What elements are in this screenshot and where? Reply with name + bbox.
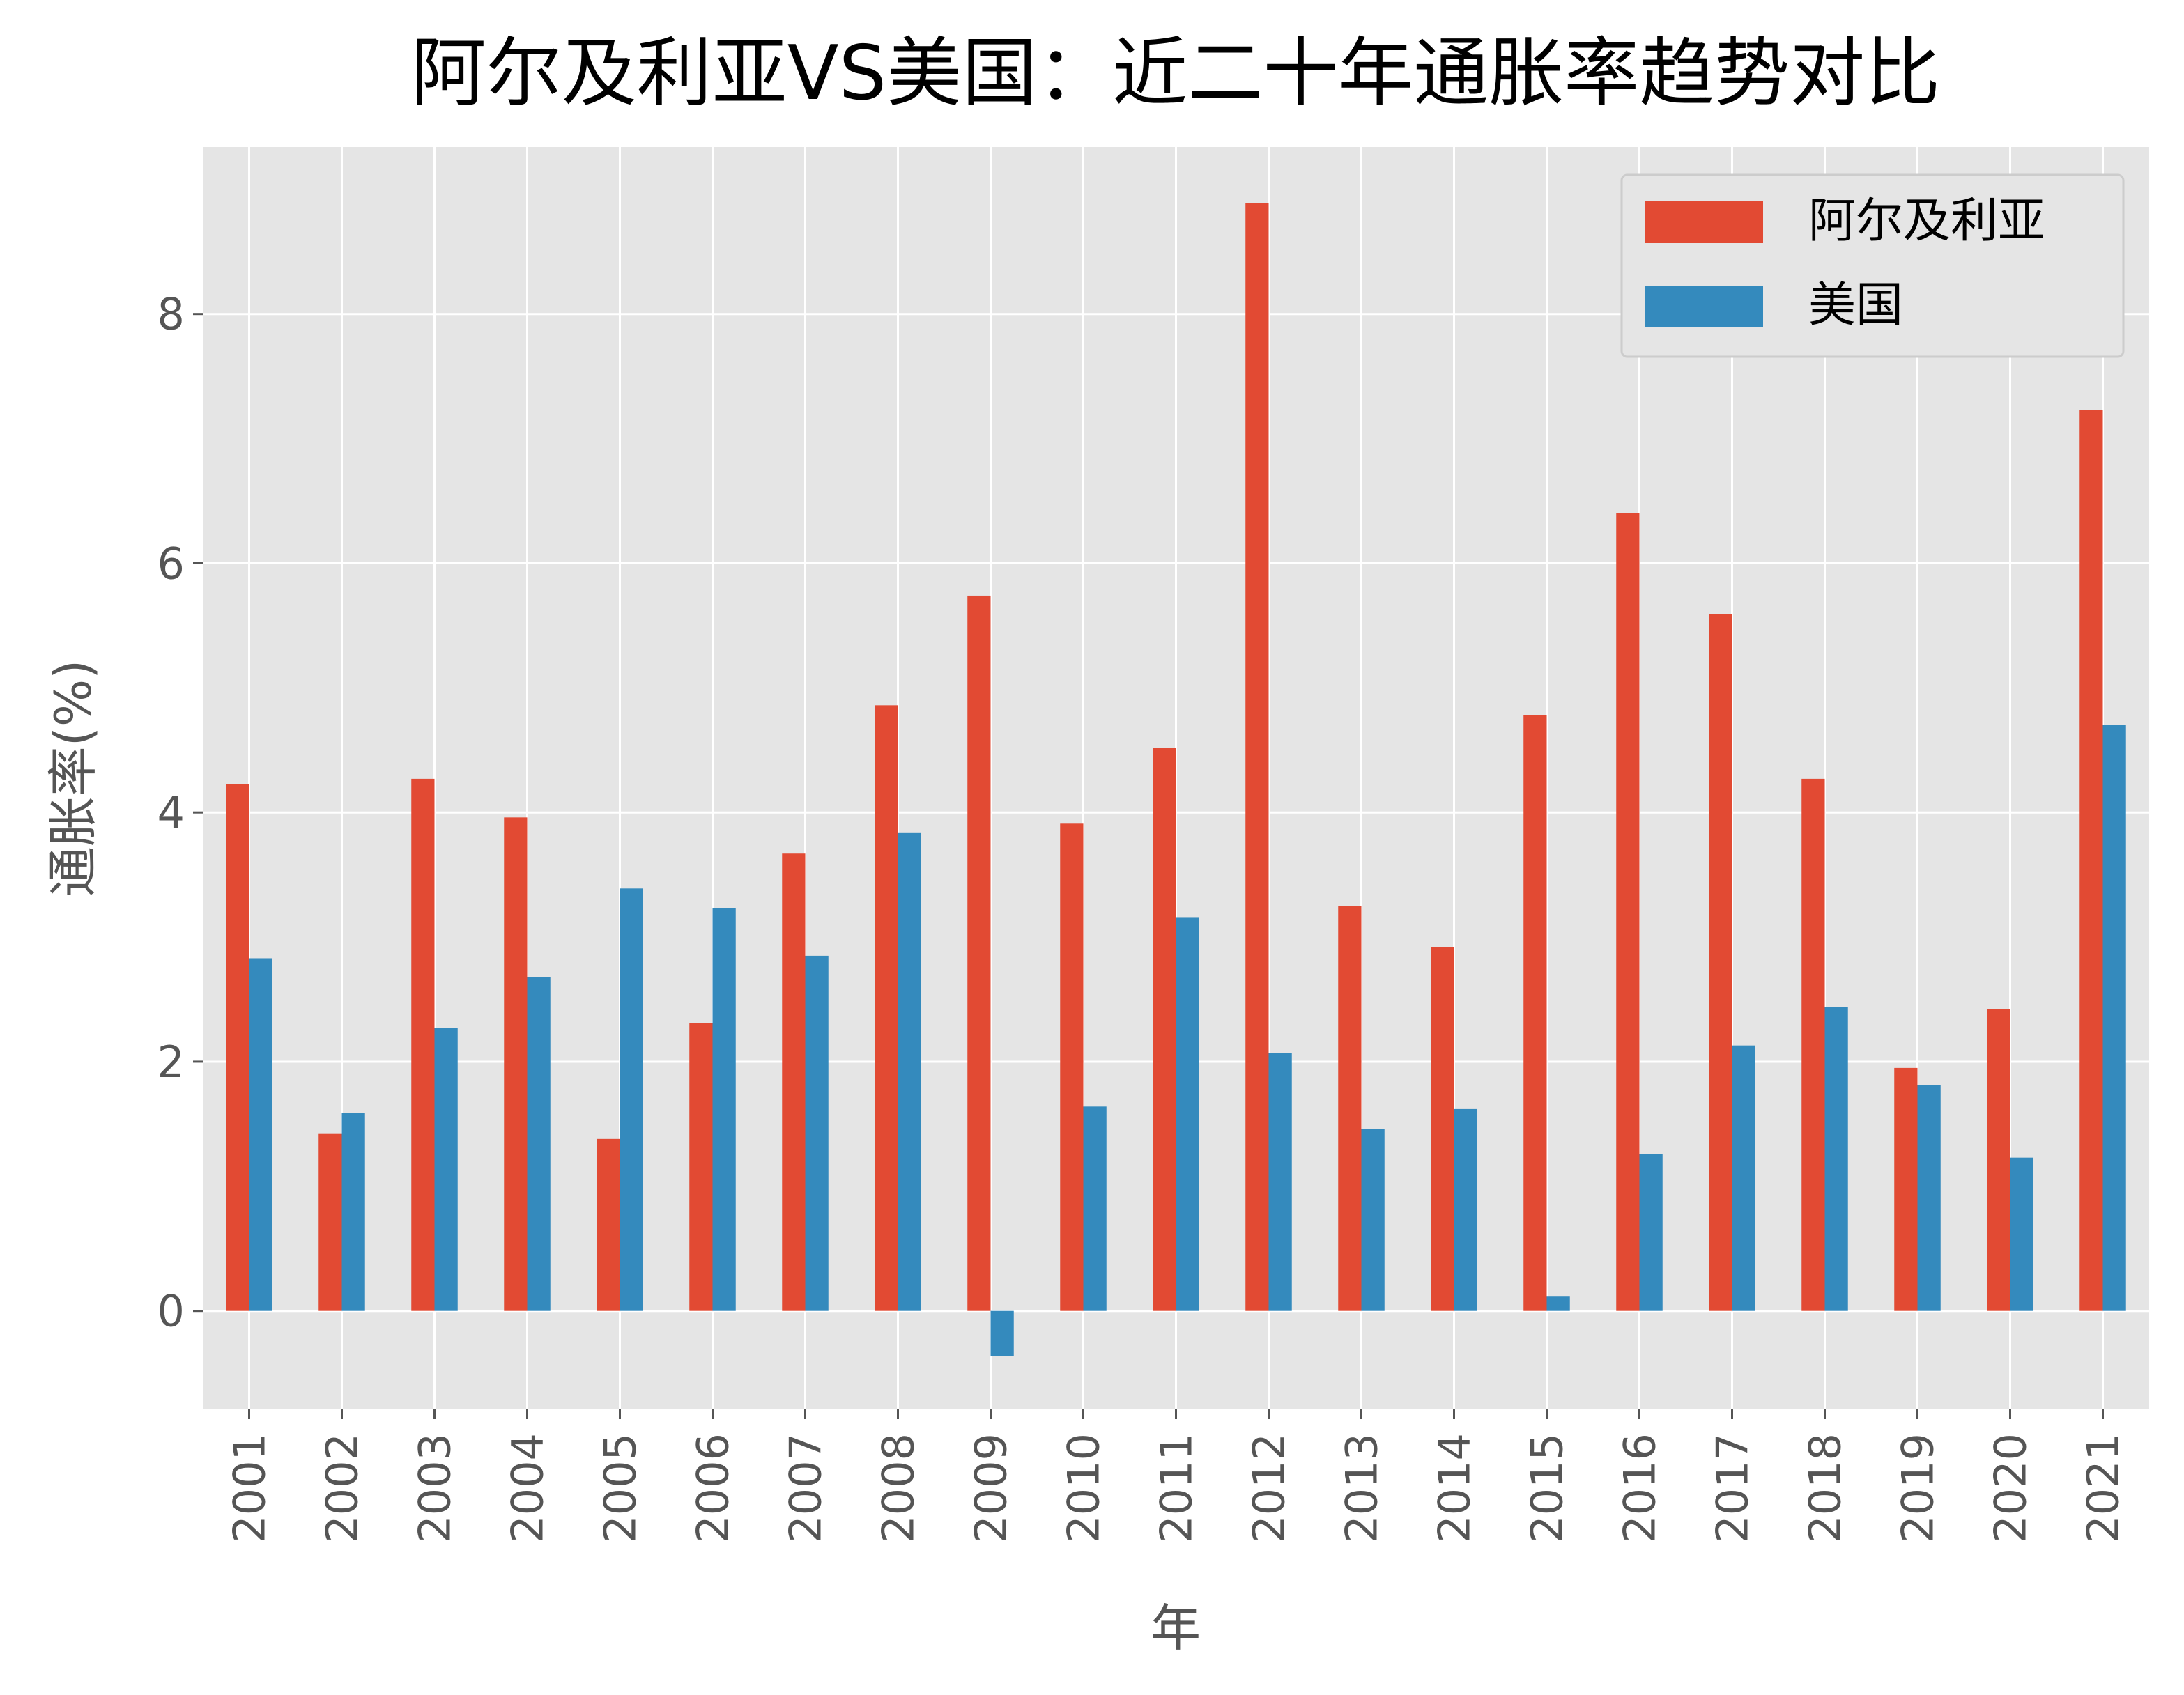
bar-algeria [967, 595, 991, 1311]
bar-usa [1454, 1108, 1477, 1311]
legend-swatch-algeria [1645, 201, 1763, 243]
x-tick-label: 2017 [1707, 1433, 1758, 1543]
bar-usa [527, 977, 551, 1311]
bar-algeria [1801, 778, 1825, 1311]
y-tick-label: 2 [157, 1037, 185, 1088]
legend-label-usa: 美国 [1808, 278, 1903, 333]
x-tick-label: 2015 [1522, 1433, 1573, 1543]
bar-algeria [689, 1023, 713, 1311]
bar-algeria [1523, 715, 1547, 1311]
bar-algeria [411, 778, 435, 1311]
x-tick-label: 2002 [317, 1433, 368, 1543]
legend: 阿尔及利亚 美国 [1620, 173, 2125, 358]
bar-usa [1917, 1085, 1941, 1311]
bar-usa [712, 908, 736, 1311]
legend-swatch-usa [1645, 286, 1763, 327]
bar-algeria [875, 705, 898, 1311]
y-tick-label: 6 [157, 538, 185, 589]
bar-usa [620, 888, 643, 1311]
x-tick-label: 2012 [1244, 1433, 1295, 1543]
bar-usa [1639, 1154, 1663, 1311]
bar-usa [1546, 1296, 1570, 1311]
bar-algeria [1245, 203, 1269, 1311]
x-tick-label: 2006 [688, 1433, 739, 1543]
x-tick-label: 2007 [780, 1433, 831, 1543]
x-tick-label: 2005 [595, 1433, 646, 1543]
bar-usa [2102, 725, 2126, 1311]
bar-algeria [1616, 513, 1640, 1311]
bar-algeria [318, 1133, 342, 1311]
legend-label-algeria: 阿尔及利亚 [1808, 194, 2045, 249]
bar-algeria [1338, 906, 1362, 1311]
bar-usa [2010, 1157, 2033, 1311]
x-tick-label: 2020 [1985, 1433, 2036, 1543]
x-tick-label: 2014 [1429, 1433, 1480, 1543]
bar-usa [1361, 1129, 1385, 1311]
bar-usa [434, 1028, 458, 1311]
x-tick-label: 2003 [410, 1433, 461, 1543]
bar-usa [1824, 1007, 1848, 1311]
x-axis-label: 年 [1151, 1599, 1201, 1657]
bar-usa [805, 955, 829, 1311]
bar-algeria [782, 853, 806, 1311]
x-tick-label: 2008 [873, 1433, 924, 1543]
y-tick-label: 4 [157, 787, 185, 838]
y-tick-label: 8 [157, 289, 185, 340]
bar-algeria [1894, 1067, 1918, 1311]
bar-algeria [1060, 823, 1084, 1311]
x-tick-label: 2004 [502, 1433, 553, 1543]
x-tick-label: 2013 [1337, 1433, 1387, 1543]
y-tick-label: 0 [157, 1286, 185, 1337]
bar-usa [1268, 1053, 1292, 1311]
bar-algeria [1153, 748, 1176, 1311]
bar-usa [898, 832, 921, 1311]
x-tick-label: 2019 [1893, 1433, 1944, 1543]
bar-usa [990, 1310, 1014, 1356]
x-tick-label: 2010 [1059, 1433, 1109, 1543]
bar-algeria [504, 817, 528, 1311]
x-tick-label: 2021 [2078, 1433, 2129, 1543]
bar-algeria [2079, 410, 2103, 1311]
chart-title: 阿尔及利亚VS美国：近二十年通胀率趋势对比 [411, 30, 1940, 117]
x-tick-label: 2016 [1615, 1433, 1666, 1543]
bar-algeria [597, 1138, 620, 1311]
bar-usa [1732, 1045, 1755, 1311]
bar-algeria [1987, 1009, 2010, 1311]
bar-algeria [1431, 947, 1454, 1311]
y-axis-label: 通胀率(%) [44, 660, 102, 897]
bar-algeria [226, 784, 249, 1311]
bar-algeria [1709, 614, 1732, 1311]
bar-usa [1176, 917, 1199, 1311]
bar-usa [341, 1113, 365, 1311]
x-tick-label: 2018 [1800, 1433, 1851, 1543]
bar-usa [1083, 1106, 1107, 1311]
bar-usa [249, 958, 272, 1311]
x-tick-label: 2009 [966, 1433, 1017, 1543]
x-tick-label: 2011 [1151, 1433, 1202, 1543]
x-tick-label: 2001 [224, 1433, 275, 1543]
